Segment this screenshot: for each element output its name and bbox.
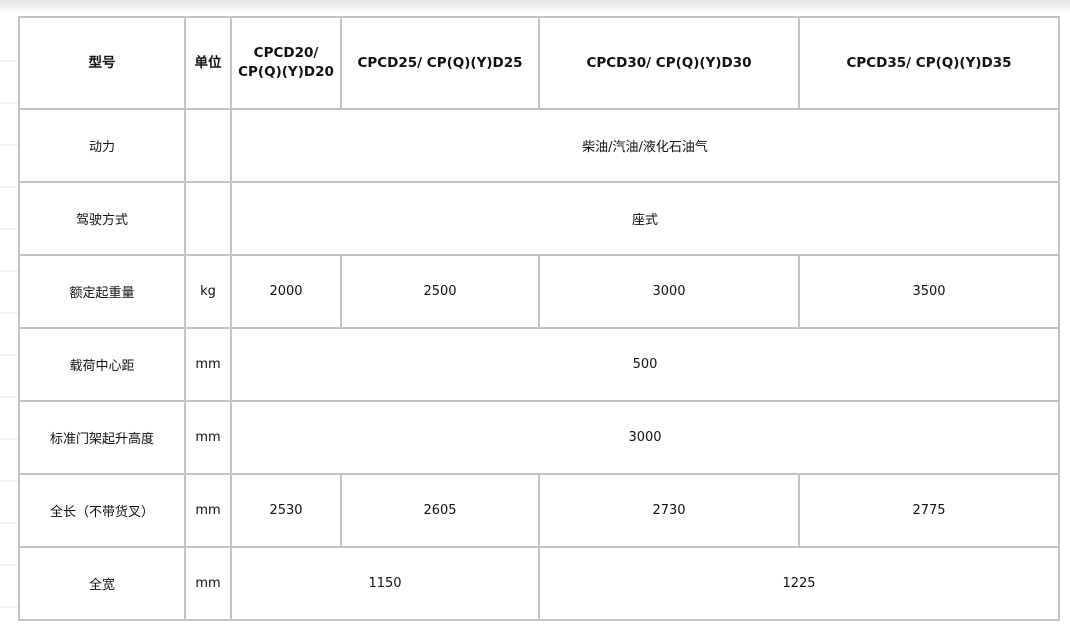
row-value: 2605 bbox=[340, 473, 540, 548]
row-label: 载荷中心距 bbox=[18, 327, 186, 402]
table-row: 动力 柴油/汽油/液化石油气 bbox=[18, 108, 1060, 183]
row-label: 动力 bbox=[18, 108, 186, 183]
header-cpcd35: CPCD35/ CP(Q)(Y)D35 bbox=[798, 16, 1060, 110]
row-value: 2775 bbox=[798, 473, 1060, 548]
row-value: 2730 bbox=[538, 473, 800, 548]
top-shadow bbox=[0, 0, 1070, 14]
row-unit bbox=[184, 181, 232, 256]
background-watermark bbox=[0, 20, 18, 620]
row-label: 全长（不带货叉） bbox=[18, 473, 186, 548]
header-cpcd25: CPCD25/ CP(Q)(Y)D25 bbox=[340, 16, 540, 110]
row-label: 额定起重量 bbox=[18, 254, 186, 329]
header-model: 型号 bbox=[18, 16, 186, 110]
table-row: 全宽 mm 1150 1225 bbox=[18, 546, 1060, 621]
header-cpcd20: CPCD20/ CP(Q)(Y)D20 bbox=[230, 16, 342, 110]
row-value: 1150 bbox=[230, 546, 540, 621]
header-row: 型号 单位 CPCD20/ CP(Q)(Y)D20 CPCD25/ CP(Q)(… bbox=[18, 16, 1060, 110]
table-row: 全长（不带货叉） mm 2530 2605 2730 2775 bbox=[18, 473, 1060, 548]
row-label: 全宽 bbox=[18, 546, 186, 621]
row-value: 3000 bbox=[230, 400, 1060, 475]
row-value: 2000 bbox=[230, 254, 342, 329]
table-row: 标准门架起升高度 mm 3000 bbox=[18, 400, 1060, 475]
row-value: 3000 bbox=[538, 254, 800, 329]
row-unit: kg bbox=[184, 254, 232, 329]
table-row: 驾驶方式 座式 bbox=[18, 181, 1060, 256]
header-unit: 单位 bbox=[184, 16, 232, 110]
row-value: 500 bbox=[230, 327, 1060, 402]
row-unit: mm bbox=[184, 327, 232, 402]
row-unit: mm bbox=[184, 473, 232, 548]
row-label: 标准门架起升高度 bbox=[18, 400, 186, 475]
row-unit: mm bbox=[184, 546, 232, 621]
row-label: 驾驶方式 bbox=[18, 181, 186, 256]
row-value: 座式 bbox=[230, 181, 1060, 256]
row-unit: mm bbox=[184, 400, 232, 475]
header-cpcd30: CPCD30/ CP(Q)(Y)D30 bbox=[538, 16, 800, 110]
spec-table: 型号 单位 CPCD20/ CP(Q)(Y)D20 CPCD25/ CP(Q)(… bbox=[18, 16, 1060, 621]
row-unit bbox=[184, 108, 232, 183]
row-value: 3500 bbox=[798, 254, 1060, 329]
table-row: 额定起重量 kg 2000 2500 3000 3500 bbox=[18, 254, 1060, 329]
row-value: 1225 bbox=[538, 546, 1060, 621]
row-value: 2500 bbox=[340, 254, 540, 329]
table-row: 载荷中心距 mm 500 bbox=[18, 327, 1060, 402]
row-value: 2530 bbox=[230, 473, 342, 548]
row-value: 柴油/汽油/液化石油气 bbox=[230, 108, 1060, 183]
